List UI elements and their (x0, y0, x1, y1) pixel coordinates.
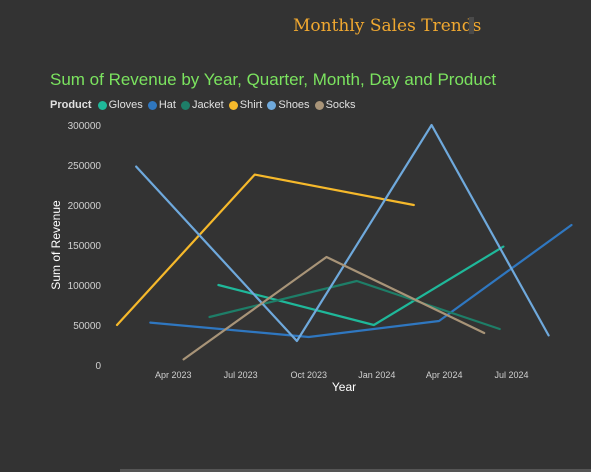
legend-item-shirt[interactable]: Shirt (228, 99, 263, 111)
legend-items: Gloves Hat Jacket Shirt Shoes Socks (97, 99, 361, 111)
x-axis-label: Year (332, 380, 356, 394)
page-title: Monthly Sales Trends (293, 16, 482, 36)
x-tick-label: Jan 2024 (358, 370, 395, 380)
legend-item-shoes[interactable]: Shoes (267, 99, 310, 111)
chart-legend: Product Gloves Hat Jacket Shirt Shoes Socks (50, 99, 361, 111)
legend-item-hat[interactable]: Hat (147, 99, 176, 111)
legend-label: Jacket (191, 99, 224, 111)
x-tick-label: Oct 2023 (290, 370, 327, 380)
y-tick-label: 0 (95, 361, 101, 372)
y-tick-label: 200000 (68, 201, 102, 212)
x-tick-label: Apr 2024 (426, 370, 463, 380)
scrollbar-track[interactable] (120, 469, 591, 472)
x-tick-label: Jul 2024 (495, 370, 529, 380)
legend-label: Gloves (108, 99, 143, 111)
y-tick-label: 250000 (68, 161, 102, 172)
y-tick-label: 150000 (68, 241, 102, 252)
legend-swatch (147, 100, 157, 110)
legend-swatch (267, 100, 277, 110)
y-tick-label: 50000 (73, 321, 101, 332)
series-line-jacket (208, 279, 501, 331)
x-tick-label: Apr 2023 (155, 370, 192, 380)
legend-item-socks[interactable]: Socks (314, 99, 356, 111)
legend-label: Shoes (278, 99, 310, 111)
chart-title: Sum of Revenue by Year, Quarter, Month, … (50, 70, 497, 89)
legend-title: Product (50, 99, 92, 111)
x-tick-label: Jul 2023 (224, 370, 258, 380)
legend-label: Socks (325, 99, 356, 111)
legend-item-jacket[interactable]: Jacket (180, 99, 224, 111)
legend-swatch (228, 100, 238, 110)
legend-swatch (314, 100, 324, 110)
series-line-socks (182, 255, 486, 361)
series-line-gloves (217, 245, 505, 327)
y-tick-label: 100000 (68, 281, 102, 292)
legend-item-gloves[interactable]: Gloves (97, 99, 143, 111)
series-line-shirt (115, 173, 415, 327)
title-divider (469, 17, 474, 34)
legend-swatch (180, 100, 190, 110)
series-line-hat (149, 223, 573, 339)
legend-label: Hat (158, 99, 176, 111)
series-line-shoes (135, 123, 550, 343)
y-axis-label: Sum of Revenue (49, 200, 63, 290)
legend-label: Shirt (239, 99, 263, 111)
y-tick-label: 300000 (68, 121, 102, 132)
legend-swatch (97, 100, 107, 110)
